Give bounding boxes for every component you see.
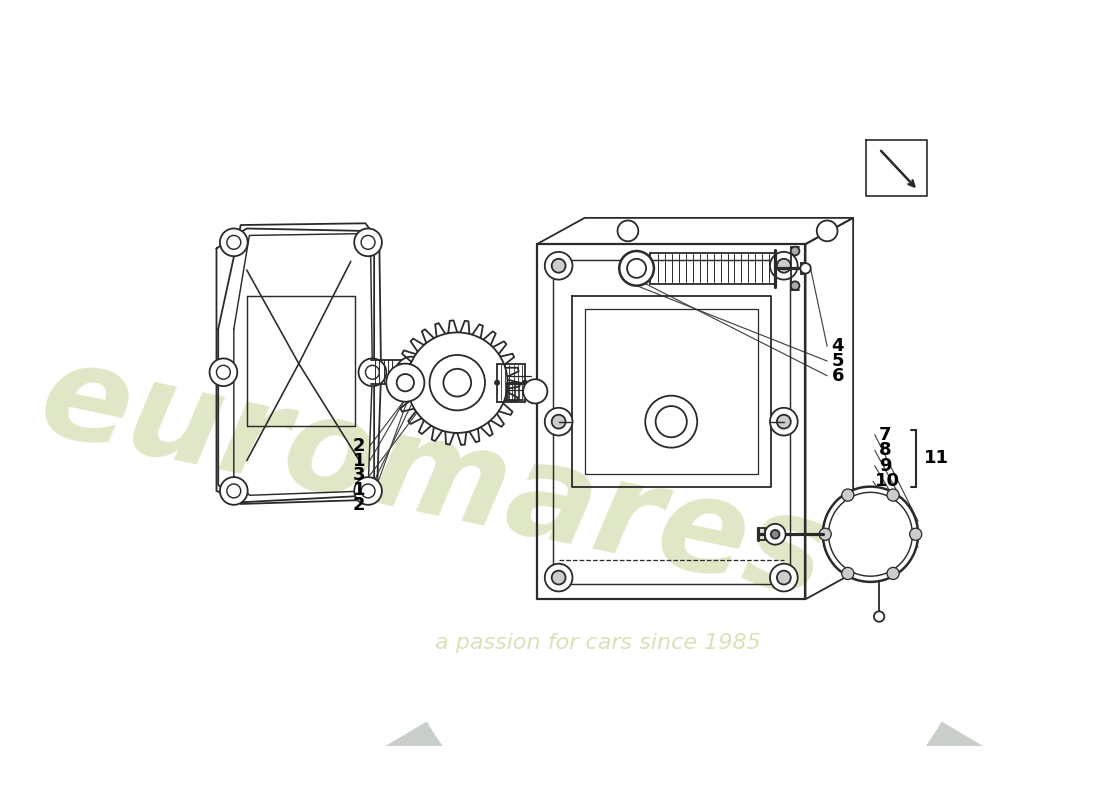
Circle shape — [407, 333, 507, 433]
Circle shape — [430, 355, 485, 410]
Circle shape — [552, 259, 565, 273]
Circle shape — [361, 235, 375, 250]
Circle shape — [656, 406, 686, 438]
Text: 7: 7 — [879, 426, 892, 444]
Circle shape — [842, 489, 854, 501]
Circle shape — [873, 611, 884, 622]
Circle shape — [820, 528, 832, 540]
Circle shape — [227, 235, 241, 250]
Circle shape — [777, 570, 791, 585]
Circle shape — [552, 570, 565, 585]
Circle shape — [365, 366, 380, 379]
Circle shape — [354, 477, 382, 505]
Circle shape — [619, 251, 653, 286]
Circle shape — [524, 379, 548, 403]
Text: 2: 2 — [353, 437, 365, 455]
Circle shape — [770, 408, 798, 435]
Circle shape — [544, 252, 572, 279]
Text: 1: 1 — [353, 481, 365, 499]
Circle shape — [770, 564, 798, 591]
Circle shape — [617, 221, 638, 242]
Circle shape — [887, 489, 899, 501]
Circle shape — [791, 282, 800, 290]
Circle shape — [842, 567, 854, 579]
Circle shape — [823, 486, 918, 582]
Text: 11: 11 — [924, 449, 949, 467]
Circle shape — [828, 492, 912, 576]
Text: 2: 2 — [353, 496, 365, 514]
Circle shape — [627, 259, 646, 278]
Circle shape — [220, 477, 248, 505]
Circle shape — [544, 408, 572, 435]
Circle shape — [764, 524, 785, 545]
Text: a passion for cars since 1985: a passion for cars since 1985 — [434, 633, 760, 653]
Circle shape — [386, 364, 425, 402]
Text: euromares: euromares — [29, 333, 837, 623]
Circle shape — [910, 528, 922, 540]
Circle shape — [359, 358, 386, 386]
Circle shape — [354, 229, 382, 256]
Circle shape — [443, 369, 471, 397]
Circle shape — [801, 263, 811, 274]
Text: 4: 4 — [832, 338, 844, 355]
Text: 3: 3 — [353, 466, 365, 484]
Circle shape — [403, 364, 420, 381]
Text: 10: 10 — [874, 473, 900, 490]
Circle shape — [522, 380, 527, 386]
Text: 9: 9 — [879, 457, 892, 475]
Circle shape — [777, 414, 791, 429]
Circle shape — [396, 357, 427, 388]
Circle shape — [777, 259, 791, 273]
Circle shape — [361, 484, 375, 498]
Circle shape — [646, 396, 697, 448]
Circle shape — [791, 246, 800, 255]
Circle shape — [209, 358, 238, 386]
Text: 6: 6 — [832, 366, 844, 385]
Text: 8: 8 — [879, 442, 892, 459]
Circle shape — [227, 484, 241, 498]
Circle shape — [817, 221, 837, 242]
Circle shape — [544, 564, 572, 591]
Circle shape — [217, 366, 230, 379]
Text: 1: 1 — [353, 452, 365, 470]
Circle shape — [397, 374, 414, 391]
Circle shape — [495, 380, 499, 386]
Circle shape — [771, 530, 780, 538]
Circle shape — [770, 252, 798, 279]
Circle shape — [220, 229, 248, 256]
Circle shape — [552, 414, 565, 429]
Text: 5: 5 — [832, 352, 844, 370]
Circle shape — [887, 567, 899, 579]
